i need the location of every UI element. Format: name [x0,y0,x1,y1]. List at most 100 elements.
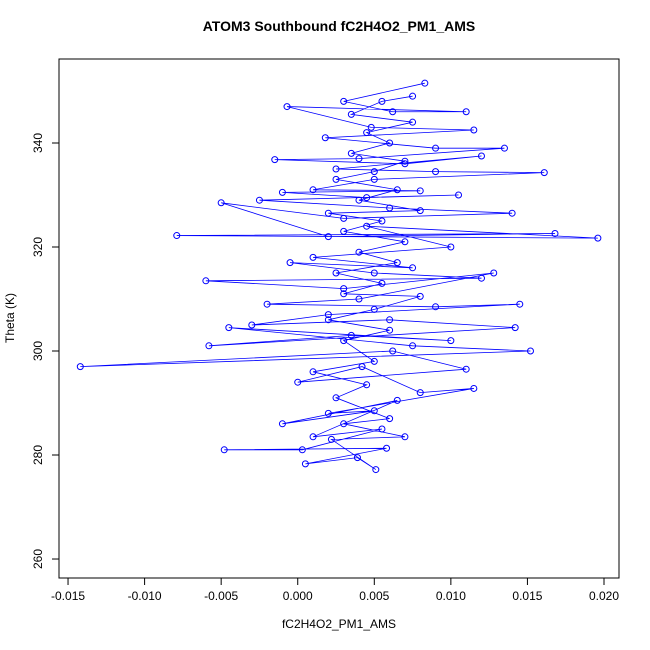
point [324,316,332,324]
point [332,269,340,277]
point [470,384,478,392]
point [324,233,332,241]
point [462,108,470,116]
point [386,415,394,423]
point [324,209,332,217]
point [386,326,394,334]
point [386,316,394,324]
x-tick-label: 0.015 [512,589,542,603]
point [309,433,317,441]
point [363,222,371,230]
point [455,191,463,199]
point [355,295,363,303]
point [220,446,228,454]
point [372,466,380,474]
point [490,269,498,277]
point [309,368,317,376]
point [263,300,271,308]
point [363,129,371,137]
point [332,394,340,402]
point [370,269,378,277]
point [432,144,440,152]
point [294,378,302,386]
point [551,229,559,237]
point [409,118,417,126]
point [409,264,417,272]
point [370,305,378,313]
point [347,110,355,118]
point [340,285,348,293]
point [298,446,306,454]
point [378,97,386,105]
point [367,123,375,131]
y-tick-label: 340 [31,133,45,153]
point [393,186,401,194]
point [378,279,386,287]
point [432,168,440,176]
x-tick-label: -0.010 [128,589,162,603]
point [477,274,485,282]
point [353,454,361,462]
point [225,324,233,332]
point [340,420,348,428]
point [409,342,417,350]
point [516,300,524,308]
point [283,103,291,111]
x-tick-label: 0.000 [283,589,313,603]
point [327,435,335,443]
point [340,337,348,345]
point [370,357,378,365]
point [594,234,602,242]
point [340,290,348,298]
point [393,259,401,267]
point [301,460,309,468]
point [271,156,279,164]
plot-frame [58,58,620,579]
point [401,433,409,441]
point [248,321,256,329]
point [324,311,332,319]
x-tick-label: 0.020 [589,589,619,603]
point [370,175,378,183]
y-tick-label: 280 [31,445,45,465]
point [332,175,340,183]
point [401,160,409,168]
point [470,126,478,134]
point [355,196,363,204]
point [347,149,355,157]
point [278,188,286,196]
point [386,139,394,147]
point [540,169,548,177]
point [324,409,332,417]
point [462,365,470,373]
y-axis-label: Theta (K) [3,293,17,343]
point [202,277,210,285]
point [205,342,213,350]
x-tick-label: -0.015 [51,589,85,603]
point [363,194,371,202]
point [358,363,366,371]
point [255,196,263,204]
point [370,407,378,415]
point [447,243,455,251]
point [340,214,348,222]
point [508,209,516,217]
point [432,303,440,311]
point [76,363,84,371]
point [447,337,455,345]
point [340,227,348,235]
point [378,217,386,225]
point [173,232,181,240]
point [355,248,363,256]
point [409,92,417,100]
x-tick-label: 0.010 [436,589,466,603]
point [401,238,409,246]
point [309,253,317,261]
x-tick-label: 0.005 [359,589,389,603]
y-tick-label: 260 [31,549,45,569]
point [340,97,348,105]
point [511,324,519,332]
point [389,347,397,355]
point [383,444,391,452]
